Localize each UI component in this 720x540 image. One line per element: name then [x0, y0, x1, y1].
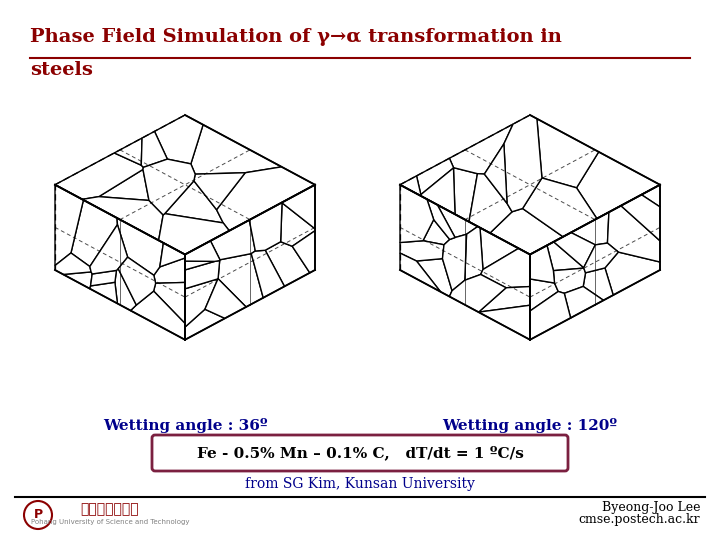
Polygon shape: [185, 309, 225, 340]
Text: Byeong-Joo Lee: Byeong-Joo Lee: [601, 501, 700, 514]
Polygon shape: [530, 279, 558, 311]
Polygon shape: [115, 269, 136, 310]
Text: Pohang University of Science and Technology: Pohang University of Science and Technol…: [31, 519, 189, 525]
Text: from SG Kim, Kunsan University: from SG Kim, Kunsan University: [245, 477, 475, 491]
Polygon shape: [490, 208, 563, 254]
Polygon shape: [400, 185, 530, 340]
Text: cmse.postech.ac.kr: cmse.postech.ac.kr: [578, 514, 700, 526]
Polygon shape: [469, 174, 512, 233]
Polygon shape: [71, 200, 117, 267]
Polygon shape: [584, 243, 618, 273]
Polygon shape: [90, 225, 127, 274]
Polygon shape: [217, 167, 315, 231]
Polygon shape: [265, 242, 310, 286]
Polygon shape: [443, 234, 467, 291]
Polygon shape: [141, 131, 167, 167]
Polygon shape: [504, 115, 542, 212]
Polygon shape: [577, 152, 660, 219]
Polygon shape: [583, 268, 613, 300]
Polygon shape: [185, 185, 315, 340]
Polygon shape: [530, 245, 554, 283]
Polygon shape: [530, 292, 571, 340]
Polygon shape: [99, 170, 149, 200]
Polygon shape: [481, 248, 530, 288]
Polygon shape: [218, 254, 264, 307]
Polygon shape: [185, 261, 220, 289]
Polygon shape: [417, 158, 454, 194]
Polygon shape: [480, 228, 518, 269]
Polygon shape: [194, 173, 246, 210]
Polygon shape: [210, 220, 256, 260]
Polygon shape: [114, 138, 142, 165]
Polygon shape: [191, 125, 282, 174]
Polygon shape: [55, 253, 91, 274]
Polygon shape: [554, 233, 595, 268]
Polygon shape: [281, 203, 315, 246]
Polygon shape: [400, 185, 433, 242]
Polygon shape: [523, 178, 597, 237]
Polygon shape: [143, 159, 195, 215]
Polygon shape: [416, 259, 452, 296]
Text: Wetting angle : 120º: Wetting angle : 120º: [442, 418, 618, 433]
Polygon shape: [621, 195, 660, 241]
Polygon shape: [608, 206, 660, 262]
Polygon shape: [185, 261, 215, 270]
Polygon shape: [454, 167, 477, 222]
Polygon shape: [55, 153, 143, 199]
Polygon shape: [400, 176, 421, 196]
Polygon shape: [423, 220, 450, 245]
FancyBboxPatch shape: [152, 435, 568, 471]
Polygon shape: [449, 124, 513, 174]
Polygon shape: [55, 185, 84, 266]
Text: P: P: [33, 509, 42, 522]
Polygon shape: [158, 214, 229, 254]
Polygon shape: [165, 181, 223, 223]
Polygon shape: [292, 231, 315, 273]
Polygon shape: [251, 250, 284, 298]
Polygon shape: [479, 287, 530, 312]
Polygon shape: [130, 291, 185, 340]
Polygon shape: [55, 185, 185, 340]
Text: Wetting angle : 36º: Wetting angle : 36º: [103, 418, 267, 433]
Polygon shape: [155, 115, 203, 164]
Polygon shape: [63, 272, 92, 289]
Polygon shape: [118, 257, 156, 305]
Polygon shape: [154, 258, 185, 284]
Polygon shape: [605, 252, 660, 295]
Polygon shape: [530, 185, 660, 340]
Polygon shape: [117, 218, 163, 275]
Polygon shape: [464, 226, 483, 280]
Text: Phase Field Simulation of γ→α transformation in: Phase Field Simulation of γ→α transforma…: [30, 28, 562, 46]
Polygon shape: [249, 202, 282, 251]
Polygon shape: [400, 115, 660, 254]
Polygon shape: [449, 274, 506, 312]
Text: 포항공과대학교: 포항공과대학교: [81, 502, 139, 516]
Polygon shape: [205, 279, 246, 319]
Polygon shape: [55, 115, 315, 254]
Polygon shape: [479, 305, 530, 340]
Polygon shape: [82, 197, 163, 240]
Polygon shape: [547, 242, 584, 271]
Polygon shape: [420, 168, 455, 214]
Polygon shape: [427, 199, 455, 239]
Polygon shape: [400, 241, 444, 261]
Polygon shape: [282, 185, 315, 229]
Polygon shape: [571, 212, 609, 245]
Polygon shape: [485, 144, 507, 204]
Polygon shape: [91, 271, 117, 286]
Polygon shape: [537, 119, 599, 188]
Polygon shape: [185, 241, 220, 261]
Text: steels: steels: [30, 61, 93, 79]
Polygon shape: [437, 205, 478, 238]
Polygon shape: [400, 253, 441, 292]
Polygon shape: [642, 185, 660, 207]
Polygon shape: [153, 282, 185, 323]
Polygon shape: [185, 279, 218, 327]
Polygon shape: [160, 243, 185, 267]
Polygon shape: [554, 268, 585, 293]
Polygon shape: [90, 282, 117, 303]
Text: Fe - 0.5% Mn – 0.1% C,   dT/dt = 1 ºC/s: Fe - 0.5% Mn – 0.1% C, dT/dt = 1 ºC/s: [197, 446, 523, 461]
Polygon shape: [564, 286, 603, 318]
